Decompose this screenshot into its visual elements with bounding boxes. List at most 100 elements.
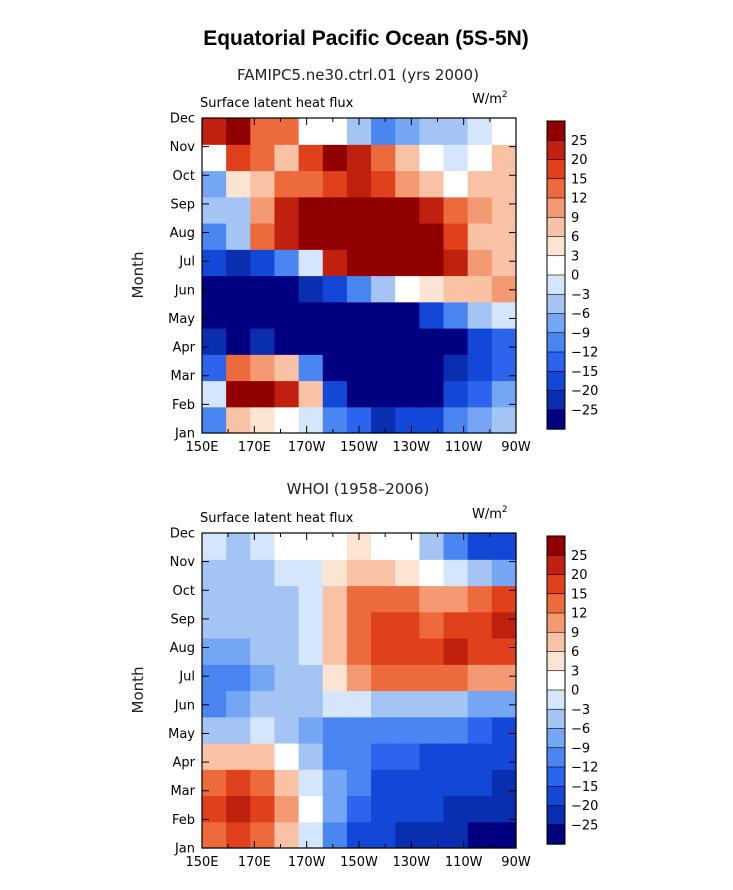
heatmap-cell [298,559,324,587]
colorbar-label: −15 [571,780,598,795]
heatmap-cell [274,275,300,303]
heatmap-cell [491,716,517,744]
heatmap-cell [298,249,324,277]
heatmap-cell [202,223,227,250]
heatmap-cell [467,743,493,770]
heatmap-cell [250,275,276,303]
heatmap-cell [491,690,517,718]
heatmap-cell [395,354,420,382]
heatmap-cell [250,795,276,823]
heatmap-cell [491,170,517,198]
heatmap-cell [322,795,348,823]
colorbar-box [546,670,566,691]
heatmap-cell [467,611,493,639]
heatmap-cell [322,380,348,408]
heatmap-cell [202,406,227,434]
heatmap-cell [467,196,493,224]
heatmap-cell [298,406,324,434]
heatmap-cell [226,585,251,613]
colorbar-box [546,689,566,710]
heatmap-cell [322,118,348,145]
x-tick-label: 110W [445,440,483,455]
heatmap-cell [443,275,469,303]
heatmap-cell [491,249,517,277]
heatmap-cell [202,301,227,329]
heatmap-cell [298,795,324,823]
heatmap-cell [298,354,324,382]
heatmap-cell [274,743,300,770]
y-tick-label: Oct [173,169,195,184]
heatmap-cell [371,144,396,172]
heatmap-cell [491,795,517,823]
heatmap-cell [491,406,517,434]
heatmap-cell [226,249,251,277]
heatmap-cell [322,664,348,692]
heatmap-cell [202,533,227,560]
heatmap-cell [226,406,251,434]
x-tick-label: 170W [288,855,326,870]
heatmap-cell [371,170,396,198]
colorbar-box [546,766,566,787]
heatmap-cell [202,380,227,408]
heatmap-cell [322,638,348,665]
heatmap-cell [467,301,493,329]
heatmap-plot: 150E 170E 170W 150W 130W 110W 90W Jan Feb Mar Apr M… [168,112,531,456]
x-tick-label: 150W [340,855,378,870]
units-base: W/m [472,507,502,522]
heatmap-cell [443,223,469,250]
heatmap-cell [250,559,276,587]
heatmap-cell [202,664,227,692]
heatmap-cell [443,716,469,744]
heatmap-cell [443,328,469,355]
colorbar-box [546,747,566,768]
y-tick-label: Mar [170,784,195,799]
heatmap-cell [371,795,396,823]
heatmap-cell [443,118,469,145]
colorbar-label: 25 [571,134,588,149]
heatmap-cell [371,249,396,277]
heatmap-cell [298,716,324,744]
panel-whoi: WHOI (1958–2006) Surface latent heat flu… [129,480,598,870]
x-tick-label: 170E [238,855,271,870]
heatmap-cell [202,638,227,665]
heatmap-cell [467,769,493,797]
heatmap-cell [322,559,348,587]
heatmap-cell [371,769,396,797]
colorbar-label: −6 [571,722,590,737]
heatmap-cell [371,585,396,613]
heatmap-cell [202,144,227,172]
heatmap-cell [443,611,469,639]
colorbar-label: −9 [571,741,590,756]
heatmap-cell [419,301,445,329]
heatmap-cell [250,585,276,613]
heatmap-cell [419,118,445,145]
colorbar-box [546,255,566,276]
heatmap-cell [467,249,493,277]
heatmap-cell [250,380,276,408]
colorbar-label: 15 [571,587,588,602]
heatmap-cell [491,354,517,382]
y-tick-label: Jun [174,698,195,713]
heatmap-cell [467,559,493,587]
heatmap-cell [226,301,251,329]
heatmap-cell [274,380,300,408]
colorbar-box [546,178,566,199]
heatmap-cell [298,301,324,329]
colorbar-box [546,593,566,614]
heatmap-cell [419,559,445,587]
heatmap-cell [467,638,493,665]
y-tick-label: Jan [174,427,195,442]
heatmap-cell [298,585,324,613]
colorbar-box [546,708,566,730]
colorbar: 25 20 15 12 9 6 3 0 −3 −6 −9 −12 −15 −20 −25 [546,120,598,430]
heatmap-cell [322,301,348,329]
heatmap-cell [346,690,372,718]
heatmap-cell [467,328,493,355]
heatmap-cell [419,690,445,718]
heatmap-cell [467,533,493,560]
heatmap-cell [346,585,372,613]
heatmap-cell [250,664,276,692]
colorbar-box [546,236,566,257]
heatmap-cell [226,664,251,692]
